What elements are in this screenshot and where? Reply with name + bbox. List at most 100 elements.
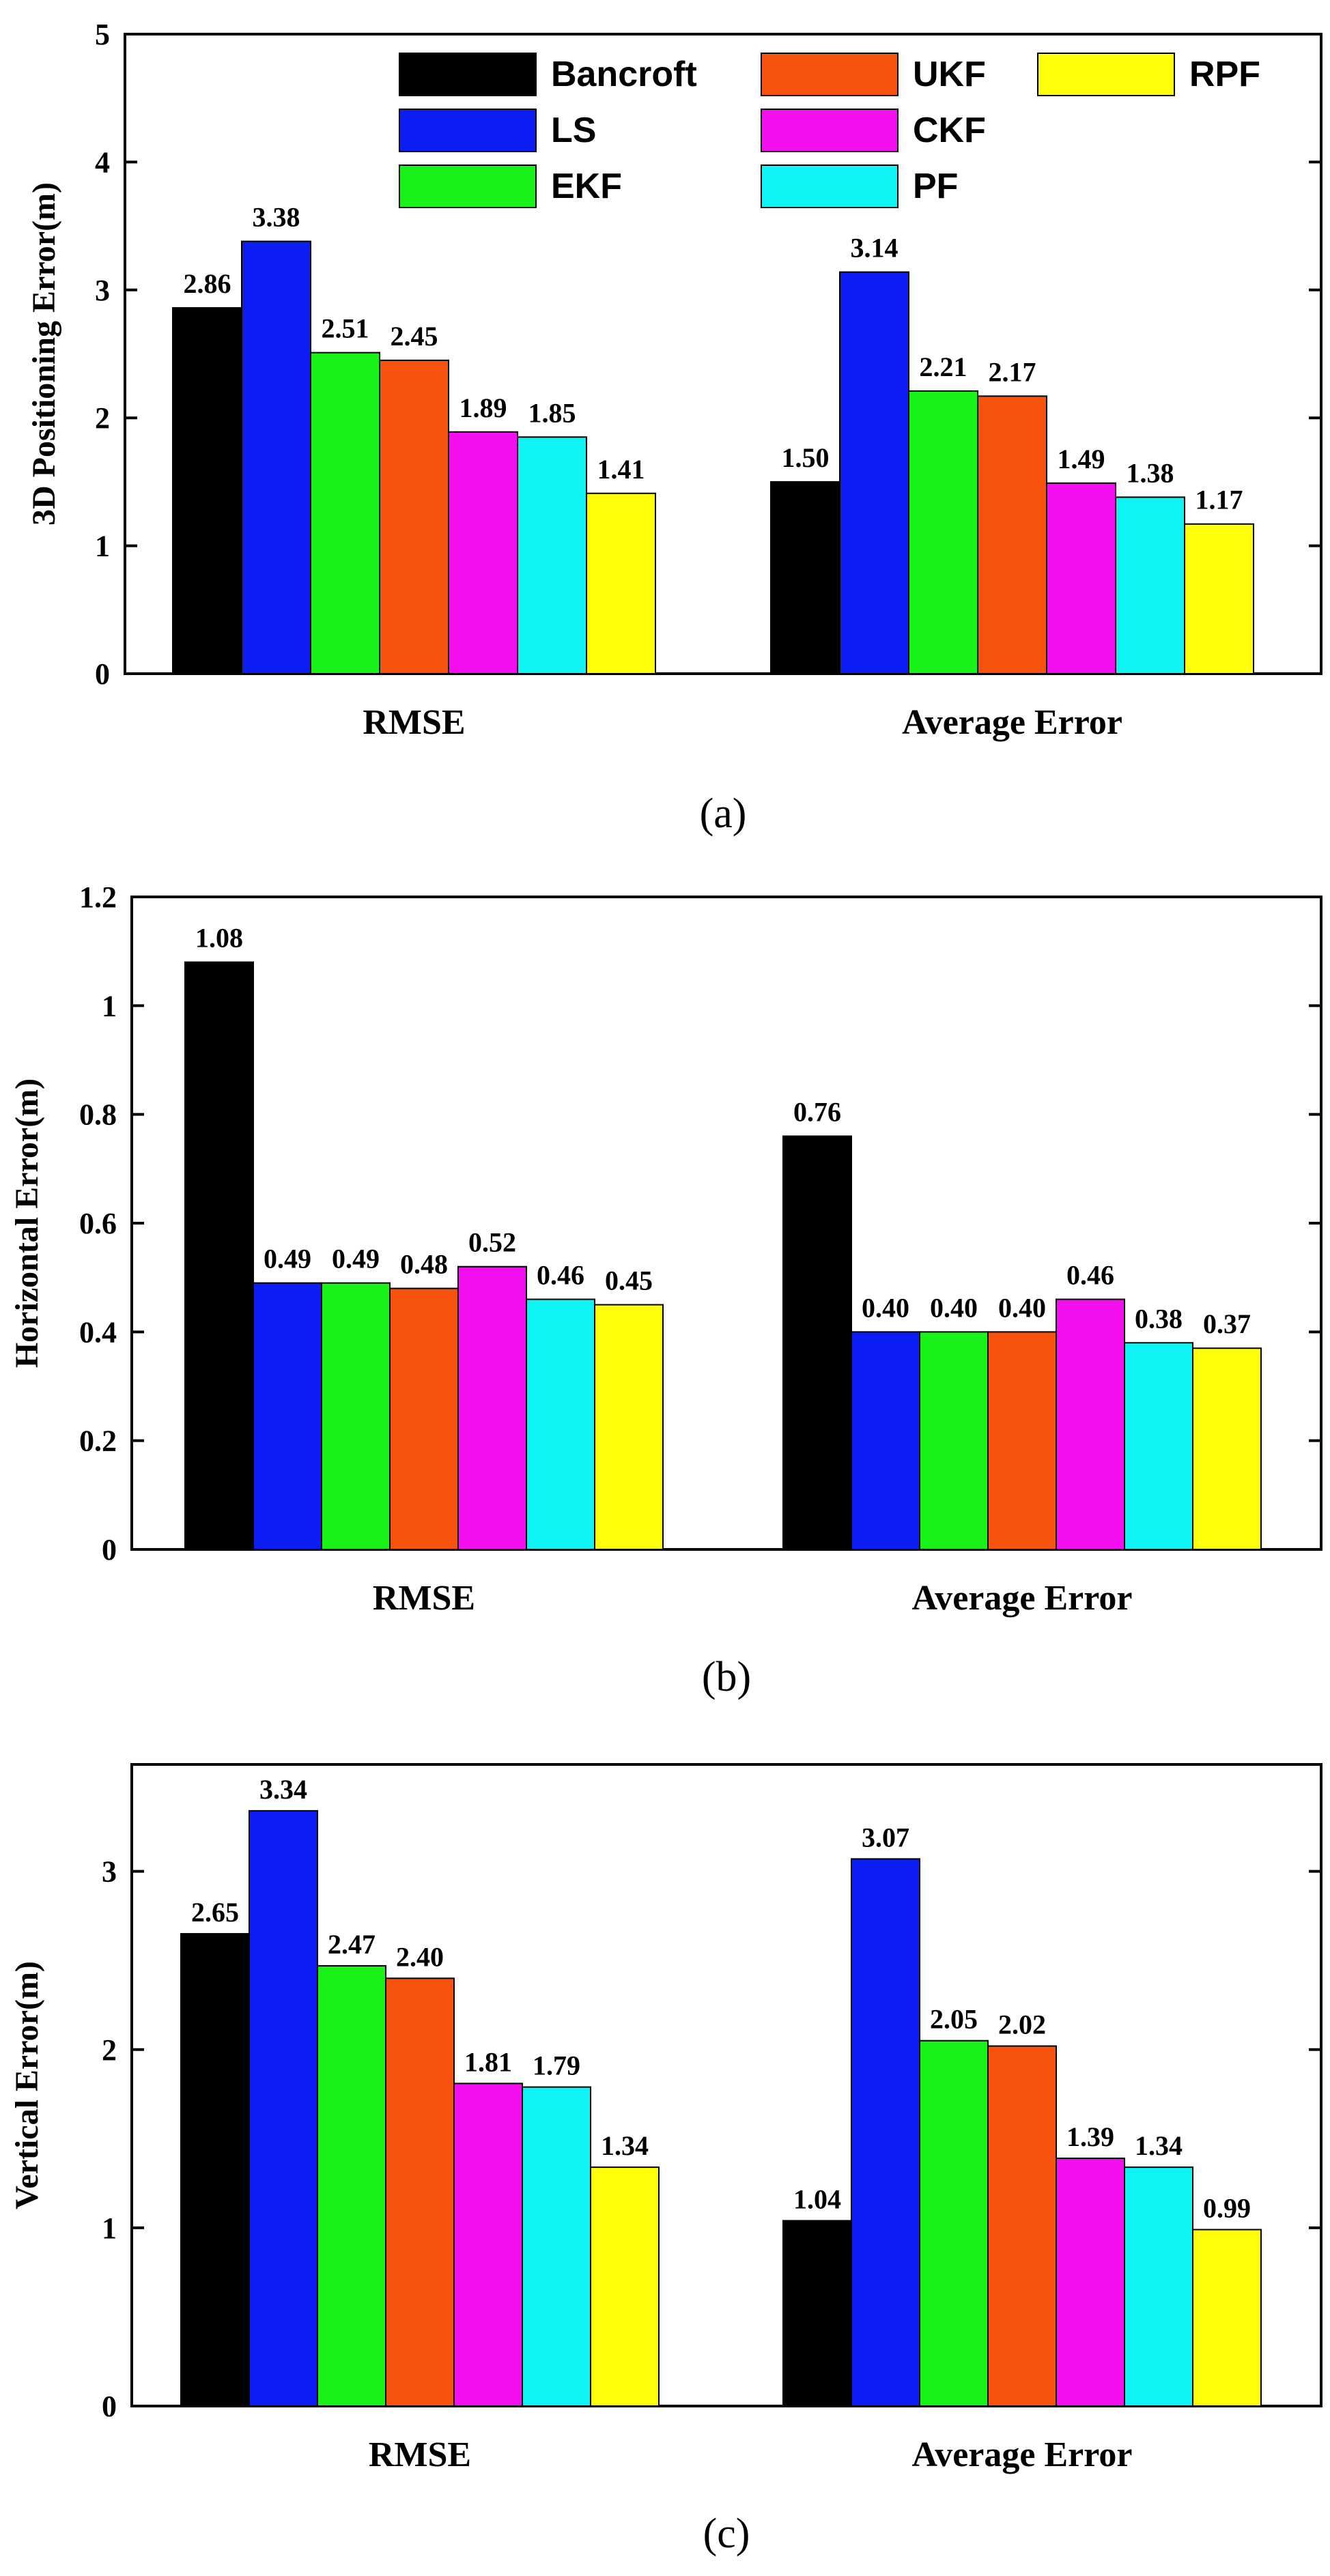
data-label: 1.89 — [459, 392, 507, 423]
bar-rpf-rmse — [590, 2166, 660, 2407]
bar-ckf-rmse — [453, 2083, 523, 2407]
bar-ls-average-error — [851, 1858, 920, 2407]
data-label: 1.85 — [528, 397, 576, 428]
data-label: 2.45 — [391, 321, 438, 352]
y-axis-label: 3D Positioning Error(m) — [26, 182, 62, 526]
bar-ckf-average-error — [1046, 482, 1116, 674]
y-tick-label: 1 — [102, 2212, 117, 2245]
bar-ekf-average-error — [919, 1331, 989, 1551]
bar-bancroft-average-error — [782, 1135, 852, 1550]
legend-swatch-rpf — [1037, 53, 1175, 96]
bar-ckf-rmse — [448, 431, 518, 675]
bar-rpf-average-error — [1192, 1347, 1262, 1550]
y-tick-label: 0.8 — [79, 1098, 117, 1132]
x-category-label: RMSE — [373, 1579, 475, 1618]
data-label: 2.47 — [328, 1929, 376, 1960]
data-label: 0.52 — [468, 1227, 516, 1258]
data-label: 0.38 — [1135, 1303, 1183, 1334]
y-axis-label: Vertical Error(m) — [9, 1961, 45, 2209]
legend-label-rpf: RPF — [1189, 55, 1260, 94]
legend-swatch-bancroft — [399, 53, 537, 96]
bar-ukf-rmse — [385, 1977, 455, 2407]
y-tick-label: 0.4 — [79, 1315, 117, 1349]
bar-rpf-average-error — [1184, 523, 1254, 674]
y-tick-label: 1 — [102, 989, 117, 1022]
bar-ls-rmse — [241, 240, 311, 674]
bar-bancroft-average-error — [782, 2220, 852, 2407]
data-label: 0.76 — [793, 1097, 841, 1128]
bar-ls-rmse — [253, 1282, 322, 1550]
data-label: 2.21 — [920, 352, 967, 382]
data-label: 2.86 — [184, 268, 231, 299]
legend-label-ukf: UKF — [913, 55, 986, 94]
bar-ukf-rmse — [379, 359, 449, 674]
data-label: 0.99 — [1203, 2193, 1251, 2224]
data-label: 3.14 — [851, 233, 899, 263]
x-category-label: RMSE — [363, 703, 465, 742]
data-label: 1.49 — [1058, 444, 1105, 474]
data-label: 0.46 — [1066, 1260, 1114, 1291]
data-label: 2.05 — [930, 2004, 978, 2035]
bar-pf-rmse — [517, 436, 587, 674]
bar-ls-average-error — [839, 271, 909, 674]
y-tick-label: 0 — [95, 657, 110, 691]
chart-panel-1: 0 1 2 3 4 5 3D Positioning Error(m) 2.86 3.38 2.5… — [26, 18, 1322, 837]
bar-bancroft-rmse — [180, 1933, 250, 2407]
legend-label-bancroft: Bancroft — [551, 55, 697, 94]
data-label: 3.07 — [862, 1822, 909, 1852]
x-category-label: Average Error — [912, 1579, 1133, 1618]
bar-rpf-rmse — [586, 492, 656, 674]
bar-ukf-rmse — [389, 1287, 459, 1550]
bar-rpf-average-error — [1192, 2229, 1262, 2407]
legend-swatch-pf — [761, 164, 899, 208]
data-label: 0.49 — [332, 1244, 380, 1274]
data-label: 0.40 — [862, 1292, 909, 1323]
chart-panel-2: 0 0.2 0.4 0.6 0.8 1 1.2 Horizontal Error(m) 1.08… — [9, 881, 1322, 1700]
bar-ekf-rmse — [310, 352, 380, 674]
data-label: 1.38 — [1127, 457, 1174, 488]
bar-rpf-rmse — [594, 1304, 664, 1550]
bar-pf-rmse — [522, 2086, 591, 2407]
y-tick-label: 0.2 — [79, 1425, 117, 1458]
axes-box — [130, 1763, 1322, 2407]
data-label: 0.48 — [400, 1249, 448, 1280]
data-label: 1.04 — [793, 2184, 841, 2214]
legend-label-ekf: EKF — [551, 167, 622, 206]
bar-ckf-average-error — [1056, 2158, 1125, 2407]
y-tick-label: 0.6 — [79, 1207, 117, 1240]
data-label: 0.40 — [998, 1292, 1046, 1323]
legend-label-pf: PF — [913, 167, 958, 206]
y-tick-label: 2 — [95, 401, 110, 435]
legend-label-ckf: CKF — [913, 111, 986, 150]
data-label: 0.45 — [605, 1265, 653, 1296]
axes-box — [124, 33, 1322, 675]
data-label: 3.34 — [259, 1774, 307, 1805]
data-label: 0.40 — [930, 1292, 978, 1323]
bar-ckf-rmse — [457, 1265, 527, 1550]
data-label: 1.79 — [533, 2050, 580, 2081]
data-label: 1.08 — [195, 923, 243, 954]
panel-label: (a) — [700, 790, 747, 837]
chart-panel-3: 0 1 2 3 Vertical Error(m) 2.65 3.34 2.47 2.40 1.8… — [9, 1763, 1322, 2557]
data-label: 1.50 — [782, 442, 830, 473]
data-label: 1.34 — [1135, 2130, 1183, 2161]
y-tick-label: 1.2 — [79, 881, 117, 914]
data-label: 2.40 — [396, 1941, 444, 1972]
bar-pf-average-error — [1124, 1342, 1193, 1551]
data-label: 1.39 — [1066, 2121, 1114, 2152]
bar-ls-rmse — [249, 1809, 318, 2407]
data-label: 1.81 — [464, 2046, 512, 2077]
bar-ekf-average-error — [919, 2040, 989, 2407]
x-category-label: Average Error — [902, 703, 1122, 742]
bar-ekf-rmse — [317, 1965, 386, 2407]
y-tick-label: 3 — [102, 1855, 117, 1889]
bar-bancroft-average-error — [770, 481, 840, 675]
data-label: 2.51 — [322, 313, 369, 344]
bar-ekf-rmse — [321, 1282, 391, 1550]
x-category-label: RMSE — [369, 2435, 471, 2474]
data-label: 0.49 — [264, 1244, 311, 1274]
bar-ls-average-error — [851, 1331, 920, 1551]
legend: Bancroft LS EKF UKF CKF PF RPF — [399, 53, 1260, 208]
y-tick-label: 0 — [102, 2390, 117, 2423]
y-tick-label: 4 — [95, 145, 110, 179]
